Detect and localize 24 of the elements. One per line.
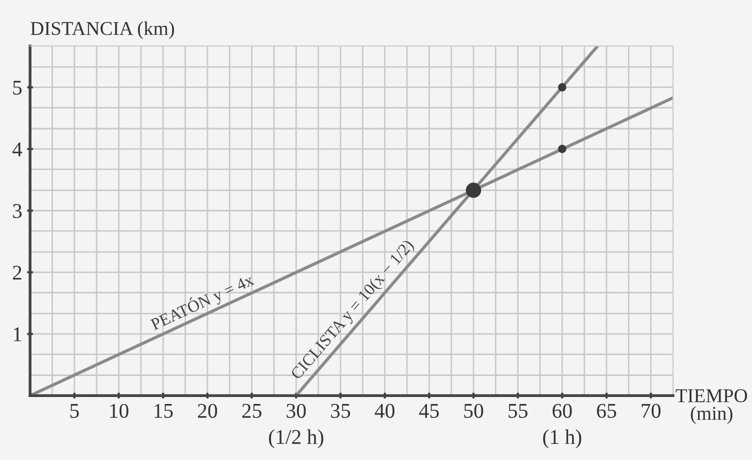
point: [466, 182, 482, 198]
x-tick-label: 30 (1/2 h): [268, 404, 324, 448]
x-axis-title: TIEMPO (min): [676, 389, 748, 424]
y-tick-label: 2: [12, 266, 22, 280]
x-tick-label: 55: [508, 404, 528, 418]
x-tick-label: 60 (1 h): [543, 404, 582, 448]
point: [558, 144, 566, 154]
x-tick-label: 5: [70, 404, 79, 418]
x-tick-label: 10: [110, 404, 128, 418]
x-tick-label: 70: [642, 404, 660, 418]
x-tick-label: 40: [374, 404, 394, 418]
x-tick-label: 20: [198, 404, 218, 418]
x-tick-label: 45: [419, 404, 439, 418]
point: [558, 83, 566, 92]
y-tick-label: 5: [13, 80, 22, 95]
x-tick-label: 35: [331, 404, 350, 418]
x-tick-label: 50: [464, 404, 484, 418]
y-tick-label: 3: [13, 204, 22, 218]
x-tick-label: 15: [154, 404, 173, 418]
y-tick-label: 4: [12, 142, 22, 156]
x-tick-label: 25: [242, 404, 262, 418]
x-tick-label: 65: [597, 404, 616, 418]
y-tick-label: 1: [14, 327, 22, 342]
y-axis-title: DISTANCIA (km): [30, 21, 174, 40]
